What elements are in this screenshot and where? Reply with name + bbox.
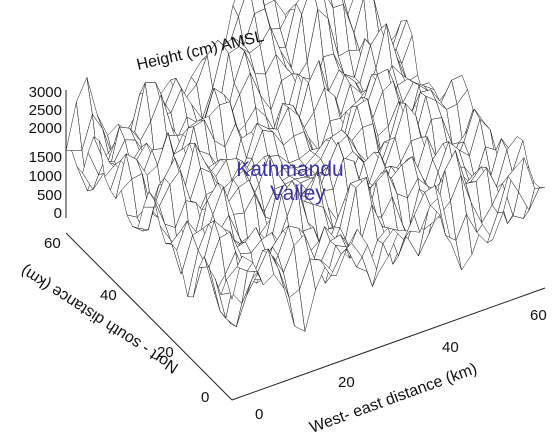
- z-tick-label: 1000: [29, 168, 62, 185]
- y-tick-label: 40: [100, 287, 117, 304]
- y-axis-title: Nort - south distance (km): [18, 262, 182, 377]
- z-tick-label: 0: [54, 205, 62, 222]
- x-axis-line: [231, 287, 546, 401]
- z-tick-label: 2000: [29, 120, 62, 137]
- z-tick-label: 3000: [29, 84, 62, 101]
- y-tick-label: 60: [44, 235, 61, 252]
- annotation-line-2: Valley: [270, 182, 326, 205]
- x-tick-label: 60: [530, 307, 547, 324]
- x-tick-label: 20: [338, 374, 355, 391]
- mesh-cell: [295, 0, 308, 16]
- mesh-cell: [528, 187, 546, 211]
- y-axis-line: [65, 232, 233, 401]
- z-tick-label: 500: [37, 187, 62, 204]
- z-tick-label: 1500: [29, 149, 62, 166]
- x-tick-label: 0: [255, 406, 263, 423]
- y-tick-label: 20: [157, 344, 174, 361]
- annotation-line-1: Kathmandu: [236, 158, 343, 181]
- x-tick-label: 40: [442, 339, 459, 356]
- y-tick-label: 0: [201, 389, 209, 406]
- z-tick-label: 2500: [29, 102, 62, 119]
- x-axis-title: West- east distance (km): [308, 360, 480, 436]
- mesh-cell: [232, 0, 245, 18]
- terrain-mesh: [65, 0, 546, 401]
